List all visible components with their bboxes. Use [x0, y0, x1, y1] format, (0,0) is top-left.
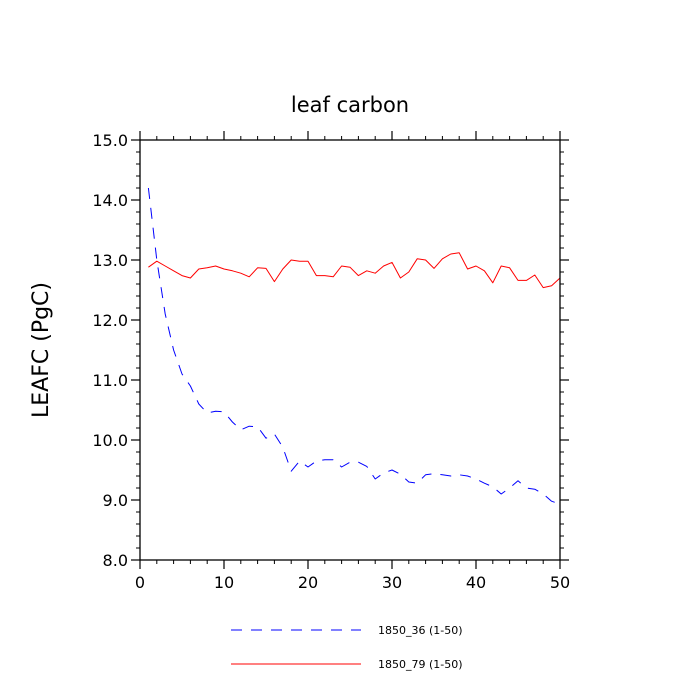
y-axis-label: LEAFC (PgC)	[29, 282, 54, 418]
y-tick-label: 14.0	[92, 191, 128, 210]
y-tick-label: 15.0	[92, 131, 128, 150]
legend: 1850_36 (1-50) 1850_79 (1-50)	[231, 624, 463, 671]
legend-label-1850-79: 1850_79 (1-50)	[378, 658, 463, 671]
y-tick-label: 11.0	[92, 371, 128, 390]
x-tick-label: 20	[298, 573, 318, 592]
chart-title: leaf carbon	[291, 93, 409, 117]
plot-frame	[139, 139, 561, 561]
y-tick-label: 12.0	[92, 311, 128, 330]
x-tick-label: 50	[550, 573, 570, 592]
x-tick-label: 40	[466, 573, 486, 592]
y-tick-label: 13.0	[92, 251, 128, 270]
x-tick-label: 0	[135, 573, 145, 592]
y-tick-label: 10.0	[92, 431, 128, 450]
x-tick-label: 30	[382, 573, 402, 592]
axis-tick-labels: 0 10 20 30 40 50 8.0 9.0 10.0 11.0 12.0 13.0 14.0 15.…	[92, 131, 570, 592]
series-line-1850-79	[148, 252, 561, 289]
x-tick-label: 10	[214, 573, 234, 592]
legend-label-1850-36: 1850_36 (1-50)	[378, 624, 463, 637]
series-lines	[147, 187, 561, 505]
series-line-1850-36	[147, 187, 561, 505]
axis-ticks	[131, 131, 569, 569]
y-tick-label: 8.0	[103, 551, 128, 570]
y-tick-label: 9.0	[103, 491, 128, 510]
